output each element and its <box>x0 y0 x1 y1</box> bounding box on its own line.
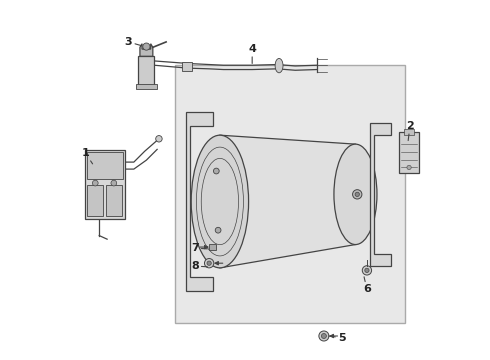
Circle shape <box>355 192 359 197</box>
Text: 4: 4 <box>248 44 256 63</box>
Text: 6: 6 <box>363 277 371 294</box>
Bar <box>139 56 154 85</box>
Circle shape <box>93 180 98 186</box>
Circle shape <box>215 227 221 233</box>
Circle shape <box>214 168 219 174</box>
Circle shape <box>156 136 162 142</box>
Ellipse shape <box>191 135 248 268</box>
Bar <box>136 84 157 89</box>
Text: 2: 2 <box>406 121 414 140</box>
Circle shape <box>143 43 150 50</box>
Circle shape <box>407 165 411 170</box>
Text: 1: 1 <box>81 148 93 164</box>
Bar <box>87 152 123 179</box>
Circle shape <box>204 258 214 268</box>
Circle shape <box>319 331 329 341</box>
Bar <box>87 185 103 216</box>
Text: 3: 3 <box>124 37 141 47</box>
Bar <box>175 65 405 323</box>
Circle shape <box>207 261 211 265</box>
Polygon shape <box>140 44 153 56</box>
Circle shape <box>362 266 371 275</box>
Text: 7: 7 <box>191 243 207 253</box>
Circle shape <box>353 190 362 199</box>
Circle shape <box>111 180 117 186</box>
Text: 8: 8 <box>191 261 207 271</box>
Bar <box>209 244 216 250</box>
Bar <box>85 149 125 220</box>
Polygon shape <box>370 123 392 266</box>
Polygon shape <box>186 112 213 291</box>
Ellipse shape <box>334 144 377 244</box>
Bar <box>404 129 414 135</box>
Bar <box>106 185 122 216</box>
Text: 5: 5 <box>329 333 345 343</box>
Bar <box>182 62 192 71</box>
Circle shape <box>365 268 369 273</box>
Polygon shape <box>220 135 355 268</box>
Circle shape <box>321 333 326 338</box>
Bar <box>399 132 419 173</box>
Ellipse shape <box>275 58 283 73</box>
